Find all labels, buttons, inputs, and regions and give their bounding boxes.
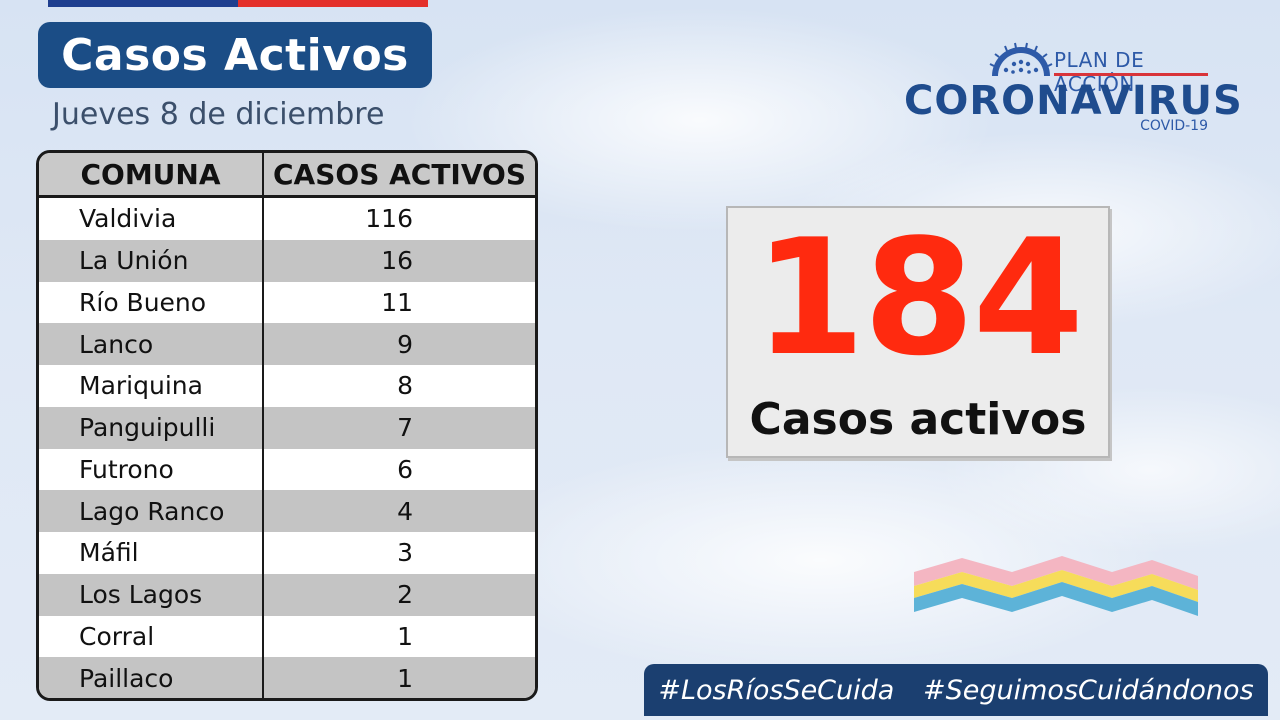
cell-comuna: Panguipulli xyxy=(39,406,264,449)
logo-covid-text: COVID-19 xyxy=(1140,118,1208,134)
table-row: La Unión 16 xyxy=(39,239,535,282)
cell-casos: 8 xyxy=(397,371,413,401)
top-stripe xyxy=(48,0,428,7)
table-row: Máfil 3 xyxy=(39,532,535,574)
date-label: Jueves 8 de diciembre xyxy=(52,97,385,132)
total-box: 184 Casos activos xyxy=(726,206,1110,458)
stripe-red xyxy=(238,0,428,7)
cell-comuna: Lanco xyxy=(39,323,264,365)
cell-comuna: Valdivia xyxy=(39,198,264,240)
hashtag-bar: #LosRíosSeCuida #SeguimosCuidándonos xyxy=(644,664,1268,716)
table-row: Río Bueno 11 xyxy=(39,281,535,324)
logo-plan-text: PLAN DE ACCIÓN xyxy=(1054,48,1145,96)
header-casos: CASOS ACTIVOS xyxy=(273,157,526,191)
table-header: COMUNA CASOS ACTIVOS xyxy=(39,153,535,198)
table-row: Paillaco 1 xyxy=(39,657,535,698)
table-row: Los Lagos 2 xyxy=(39,573,535,616)
logo-red-line xyxy=(1054,73,1208,76)
header-comuna: COMUNA xyxy=(39,153,264,195)
cell-casos: 3 xyxy=(397,538,413,568)
page-title: Casos Activos xyxy=(61,29,409,81)
cell-casos: 6 xyxy=(397,454,413,484)
table-row: Valdivia 116 xyxy=(39,198,535,240)
cell-comuna: Máfil xyxy=(39,532,264,574)
table-row: Panguipulli 7 xyxy=(39,406,535,449)
table-body: Valdivia 116 La Unión 16 Río Bueno 11 Lanco 9 Ma… xyxy=(39,198,535,698)
cell-casos: 11 xyxy=(381,287,413,317)
cell-comuna: Río Bueno xyxy=(39,281,264,324)
table-row: Futrono 6 xyxy=(39,448,535,491)
cell-comuna: Paillaco xyxy=(39,657,264,698)
title-banner: Casos Activos xyxy=(38,22,432,88)
cell-comuna: La Unión xyxy=(39,239,264,282)
total-number: 184 xyxy=(754,204,1084,391)
cell-comuna: Lago Ranco xyxy=(39,490,264,532)
plan-logo: PLAN DE ACCIÓN CORONAVIRUS COVID-19 xyxy=(900,40,1242,140)
cell-casos: 116 xyxy=(365,204,413,234)
cases-table: COMUNA CASOS ACTIVOS Valdivia 116 La Unión… xyxy=(36,150,538,701)
rainbow-waves-graphic xyxy=(914,556,1198,616)
cell-comuna: Los Lagos xyxy=(39,573,264,616)
cell-casos: 4 xyxy=(397,496,413,526)
table-row: Lanco 9 xyxy=(39,323,535,365)
stripe-blue xyxy=(48,0,238,7)
total-label: Casos activos xyxy=(749,394,1087,445)
hashtag-seguimos: #SeguimosCuidándonos xyxy=(923,674,1254,706)
table-row: Lago Ranco 4 xyxy=(39,490,535,532)
cell-casos: 16 xyxy=(381,246,413,276)
cell-casos: 9 xyxy=(397,329,413,359)
cell-comuna: Futrono xyxy=(39,448,264,491)
logo-coronavirus-text: CORONAVIRUS xyxy=(904,78,1243,124)
cell-casos: 7 xyxy=(397,413,413,443)
table-row: Corral 1 xyxy=(39,615,535,658)
hashtag-losrios: #LosRíosSeCuida xyxy=(658,674,895,706)
table-row: Mariquina 8 xyxy=(39,365,535,407)
cell-casos: 2 xyxy=(397,580,413,610)
cell-comuna: Mariquina xyxy=(39,365,264,407)
cell-casos: 1 xyxy=(397,663,413,693)
cell-comuna: Corral xyxy=(39,615,264,658)
virus-icon xyxy=(989,42,1053,76)
cell-casos: 1 xyxy=(397,621,413,651)
